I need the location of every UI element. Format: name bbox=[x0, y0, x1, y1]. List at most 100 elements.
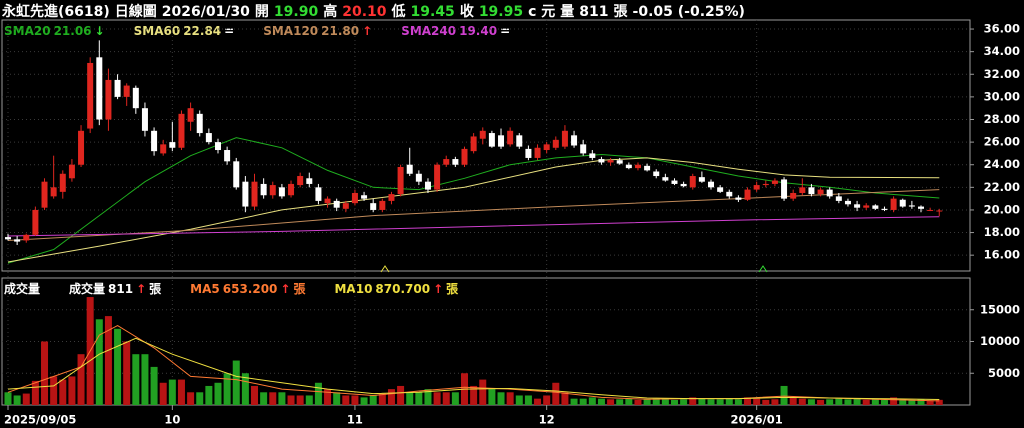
candle-body bbox=[96, 57, 103, 120]
ma-line bbox=[7, 157, 940, 263]
candle-body bbox=[59, 173, 66, 192]
candle-body bbox=[890, 198, 897, 210]
candle-body bbox=[826, 189, 833, 197]
candle-body bbox=[689, 176, 696, 188]
volume-bar bbox=[789, 397, 797, 405]
candle-body bbox=[899, 199, 906, 207]
candle-body bbox=[415, 173, 422, 182]
candle-body bbox=[87, 62, 94, 129]
y-tick-label: 34.00 bbox=[984, 44, 1020, 58]
candle-body bbox=[169, 142, 176, 148]
candle-body bbox=[370, 203, 377, 210]
volume-bar bbox=[670, 399, 678, 405]
candle-body bbox=[543, 144, 550, 151]
volume-bar bbox=[908, 399, 916, 405]
volume-bar bbox=[817, 399, 825, 405]
volume-bar bbox=[442, 392, 450, 405]
volume-bar bbox=[95, 319, 103, 405]
candle-body bbox=[141, 108, 148, 131]
volume-bar bbox=[634, 399, 642, 405]
candle-body bbox=[151, 130, 158, 152]
candle-body bbox=[662, 177, 669, 181]
header-text: 永虹先進(6618) bbox=[2, 4, 110, 20]
header-text: -0.05 (-0.25%) bbox=[632, 4, 745, 20]
x-tick-label: 2025/09/05 bbox=[4, 413, 76, 427]
legend-marker: = bbox=[500, 24, 511, 38]
x-tick-label: 2026/01 bbox=[731, 413, 783, 427]
y-tick-label: 5000 bbox=[988, 366, 1020, 380]
volume-bar bbox=[269, 392, 277, 405]
candle-body bbox=[178, 113, 185, 148]
volume-bar bbox=[744, 397, 752, 405]
legend-marker: ↑ bbox=[280, 282, 291, 296]
volume-bar bbox=[935, 399, 943, 405]
volume-bar bbox=[324, 389, 332, 405]
volume-bar bbox=[168, 379, 176, 405]
candle-body bbox=[361, 195, 368, 199]
candle-body bbox=[726, 191, 733, 197]
candle-body bbox=[744, 189, 751, 200]
header-text: 收 bbox=[459, 4, 474, 20]
candle-body bbox=[708, 181, 715, 188]
volume-bar bbox=[159, 382, 167, 405]
candle-body bbox=[589, 153, 596, 158]
candle-body bbox=[908, 205, 915, 207]
legend-item: SMA240 19.40 = bbox=[401, 24, 513, 38]
legend-name: SMA120 bbox=[263, 24, 319, 38]
volume-bar bbox=[141, 354, 149, 405]
volume-bar bbox=[406, 392, 414, 405]
volume-bar bbox=[771, 399, 779, 405]
y-tick-label: 30.00 bbox=[984, 89, 1020, 103]
panel-label: 成交量 bbox=[4, 280, 43, 297]
volume-bar bbox=[333, 392, 341, 405]
legend-value: 19.40 bbox=[459, 24, 498, 38]
volume-bar bbox=[625, 398, 633, 405]
candle-body bbox=[881, 208, 888, 210]
candle-body bbox=[452, 159, 459, 165]
candle-body bbox=[5, 237, 11, 240]
candle-body bbox=[762, 183, 769, 186]
legend-marker: ↑ bbox=[362, 24, 373, 38]
candle-body bbox=[808, 187, 815, 195]
candle-body bbox=[561, 130, 568, 147]
legend-item: MA10 870.700 ↑ 張 bbox=[334, 280, 461, 297]
y-tick-label: 32.00 bbox=[984, 67, 1020, 81]
candle-body bbox=[114, 79, 121, 97]
candle-body bbox=[379, 200, 386, 210]
volume-bar bbox=[543, 395, 551, 405]
volume-bar bbox=[899, 399, 907, 405]
volume-bar bbox=[241, 373, 249, 405]
volume-bar bbox=[114, 328, 122, 405]
candle-body bbox=[160, 144, 167, 154]
volume-bar bbox=[917, 399, 925, 405]
candle-body bbox=[406, 164, 413, 174]
volume-bar bbox=[232, 360, 240, 405]
header-text: 日線圖 bbox=[114, 4, 157, 20]
volume-bar bbox=[59, 379, 67, 405]
volume-bar bbox=[826, 399, 834, 405]
candle-body bbox=[214, 142, 221, 151]
legend-item: SMA60 22.84 = bbox=[134, 24, 238, 38]
volume-bar bbox=[652, 398, 660, 405]
candle-body bbox=[854, 204, 861, 208]
legend-name: MA5 bbox=[190, 282, 220, 296]
legend-name: SMA20 bbox=[4, 24, 51, 38]
volume-bar bbox=[470, 385, 478, 405]
candle-body bbox=[835, 196, 842, 201]
volume-bar bbox=[360, 397, 368, 405]
candle-body bbox=[68, 164, 75, 179]
y-tick-label: 36.00 bbox=[984, 22, 1020, 36]
volume-bar bbox=[104, 316, 112, 405]
header-text: 20.10 bbox=[342, 4, 387, 20]
y-tick-label: 24.00 bbox=[984, 157, 1020, 171]
legend-item: SMA120 21.80 ↑ bbox=[263, 24, 375, 38]
volume-bar bbox=[296, 395, 304, 405]
candle-body bbox=[260, 183, 267, 196]
volume-bar bbox=[716, 399, 724, 405]
volume-bar bbox=[497, 392, 505, 405]
volume-bar bbox=[780, 385, 788, 405]
candle-body bbox=[424, 181, 431, 190]
header-text: 量 bbox=[560, 4, 575, 20]
volume-bar bbox=[369, 395, 377, 405]
